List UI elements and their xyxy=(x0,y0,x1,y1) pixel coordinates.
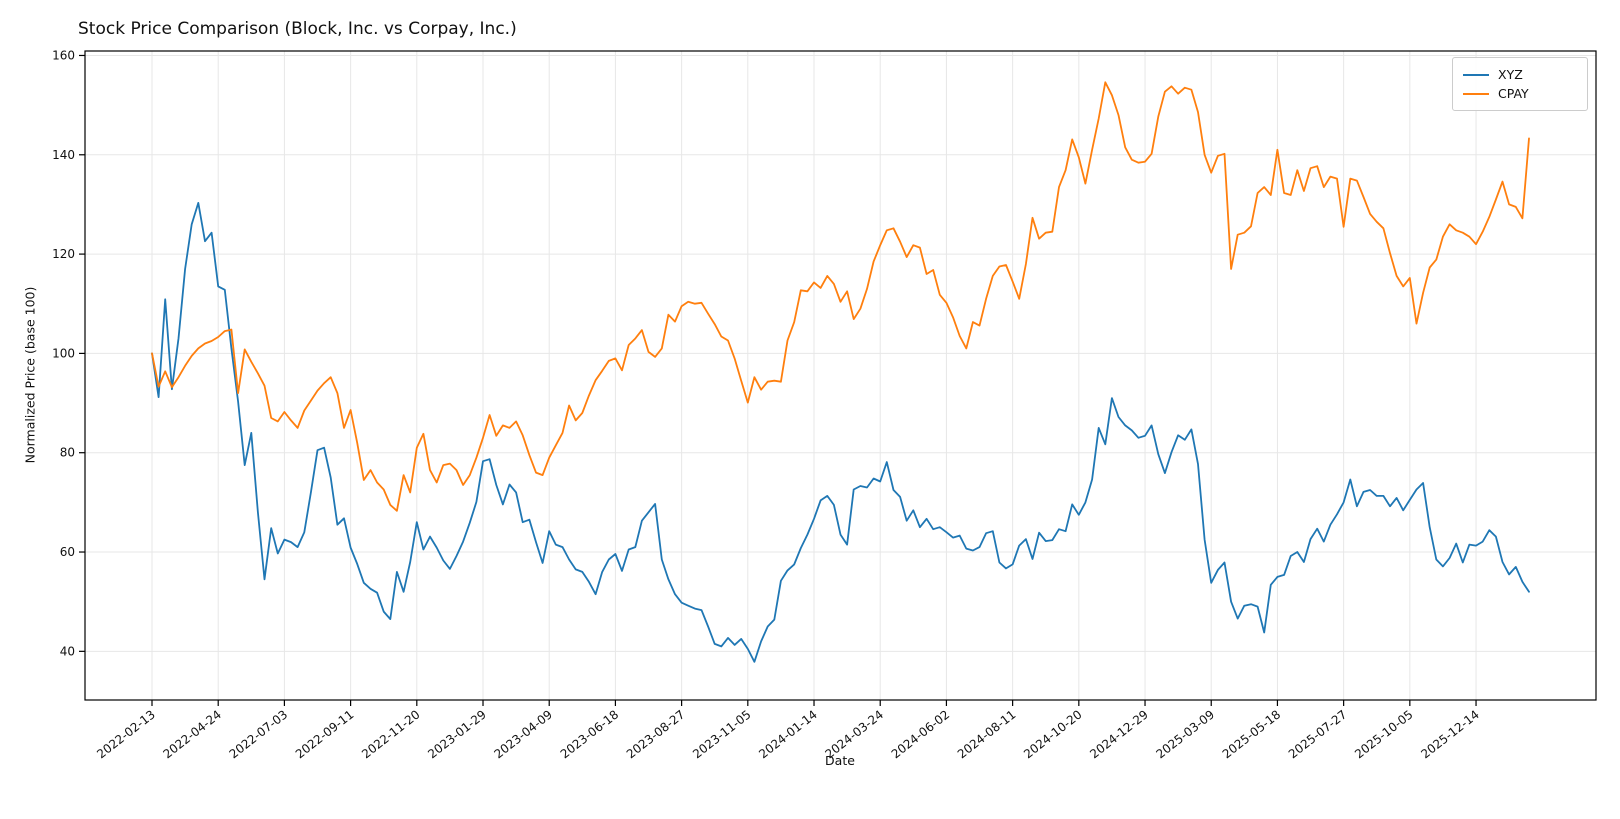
x-tick-label: 2022-07-03 xyxy=(227,707,291,761)
x-tick-label: 2023-11-05 xyxy=(690,707,754,761)
x-tick-label: 2025-12-14 xyxy=(1418,707,1482,761)
x-tick-label: 2025-05-18 xyxy=(1220,707,1284,761)
x-tick-label: 2022-02-13 xyxy=(94,707,158,761)
x-axis-label: Date xyxy=(825,753,855,768)
legend: XYZ CPAY xyxy=(1452,57,1588,111)
y-tick-label: 40 xyxy=(60,644,75,658)
axes-frame xyxy=(84,50,1597,701)
xyz-line xyxy=(151,201,1530,663)
x-tick-label: 2024-10-20 xyxy=(1021,707,1085,761)
y-tick-label: 100 xyxy=(52,346,75,360)
x-tick-label: 2022-11-20 xyxy=(359,707,423,761)
chart-title: Stock Price Comparison (Block, Inc. vs C… xyxy=(78,19,517,39)
x-tick-label: 2025-07-27 xyxy=(1286,707,1350,761)
x-tick-label: 2023-04-09 xyxy=(491,707,555,761)
x-tick-label: 2025-03-09 xyxy=(1153,707,1217,761)
legend-item-xyz: XYZ xyxy=(1463,65,1577,84)
x-tick-label: 2024-12-29 xyxy=(1087,707,1151,761)
legend-label-xyz: XYZ xyxy=(1498,67,1523,82)
legend-item-cpay: CPAY xyxy=(1463,84,1577,103)
x-tick-label: 2023-06-18 xyxy=(558,707,622,761)
cpay-line-swatch xyxy=(1463,92,1489,95)
y-tick-label: 120 xyxy=(52,247,75,261)
x-tick-label: 2023-01-29 xyxy=(425,707,489,761)
y-tick-label: 160 xyxy=(52,48,75,62)
x-tick-label: 2022-04-24 xyxy=(160,707,224,761)
y-tick-label: 60 xyxy=(60,545,75,559)
x-tick-label: 2024-01-14 xyxy=(756,707,820,761)
x-tick-label: 2022-09-11 xyxy=(293,707,357,761)
y-tick-label: 140 xyxy=(52,148,75,162)
x-tick-label: 2023-08-27 xyxy=(624,707,688,761)
legend-label-cpay: CPAY xyxy=(1498,86,1529,101)
cpay-line xyxy=(151,81,1530,512)
y-tick-label: 80 xyxy=(60,446,75,460)
x-tick-label: 2025-10-05 xyxy=(1352,707,1416,761)
xyz-line-swatch xyxy=(1463,73,1489,76)
x-tick-label: 2024-06-02 xyxy=(889,707,953,761)
x-tick-label: 2024-08-11 xyxy=(955,707,1019,761)
